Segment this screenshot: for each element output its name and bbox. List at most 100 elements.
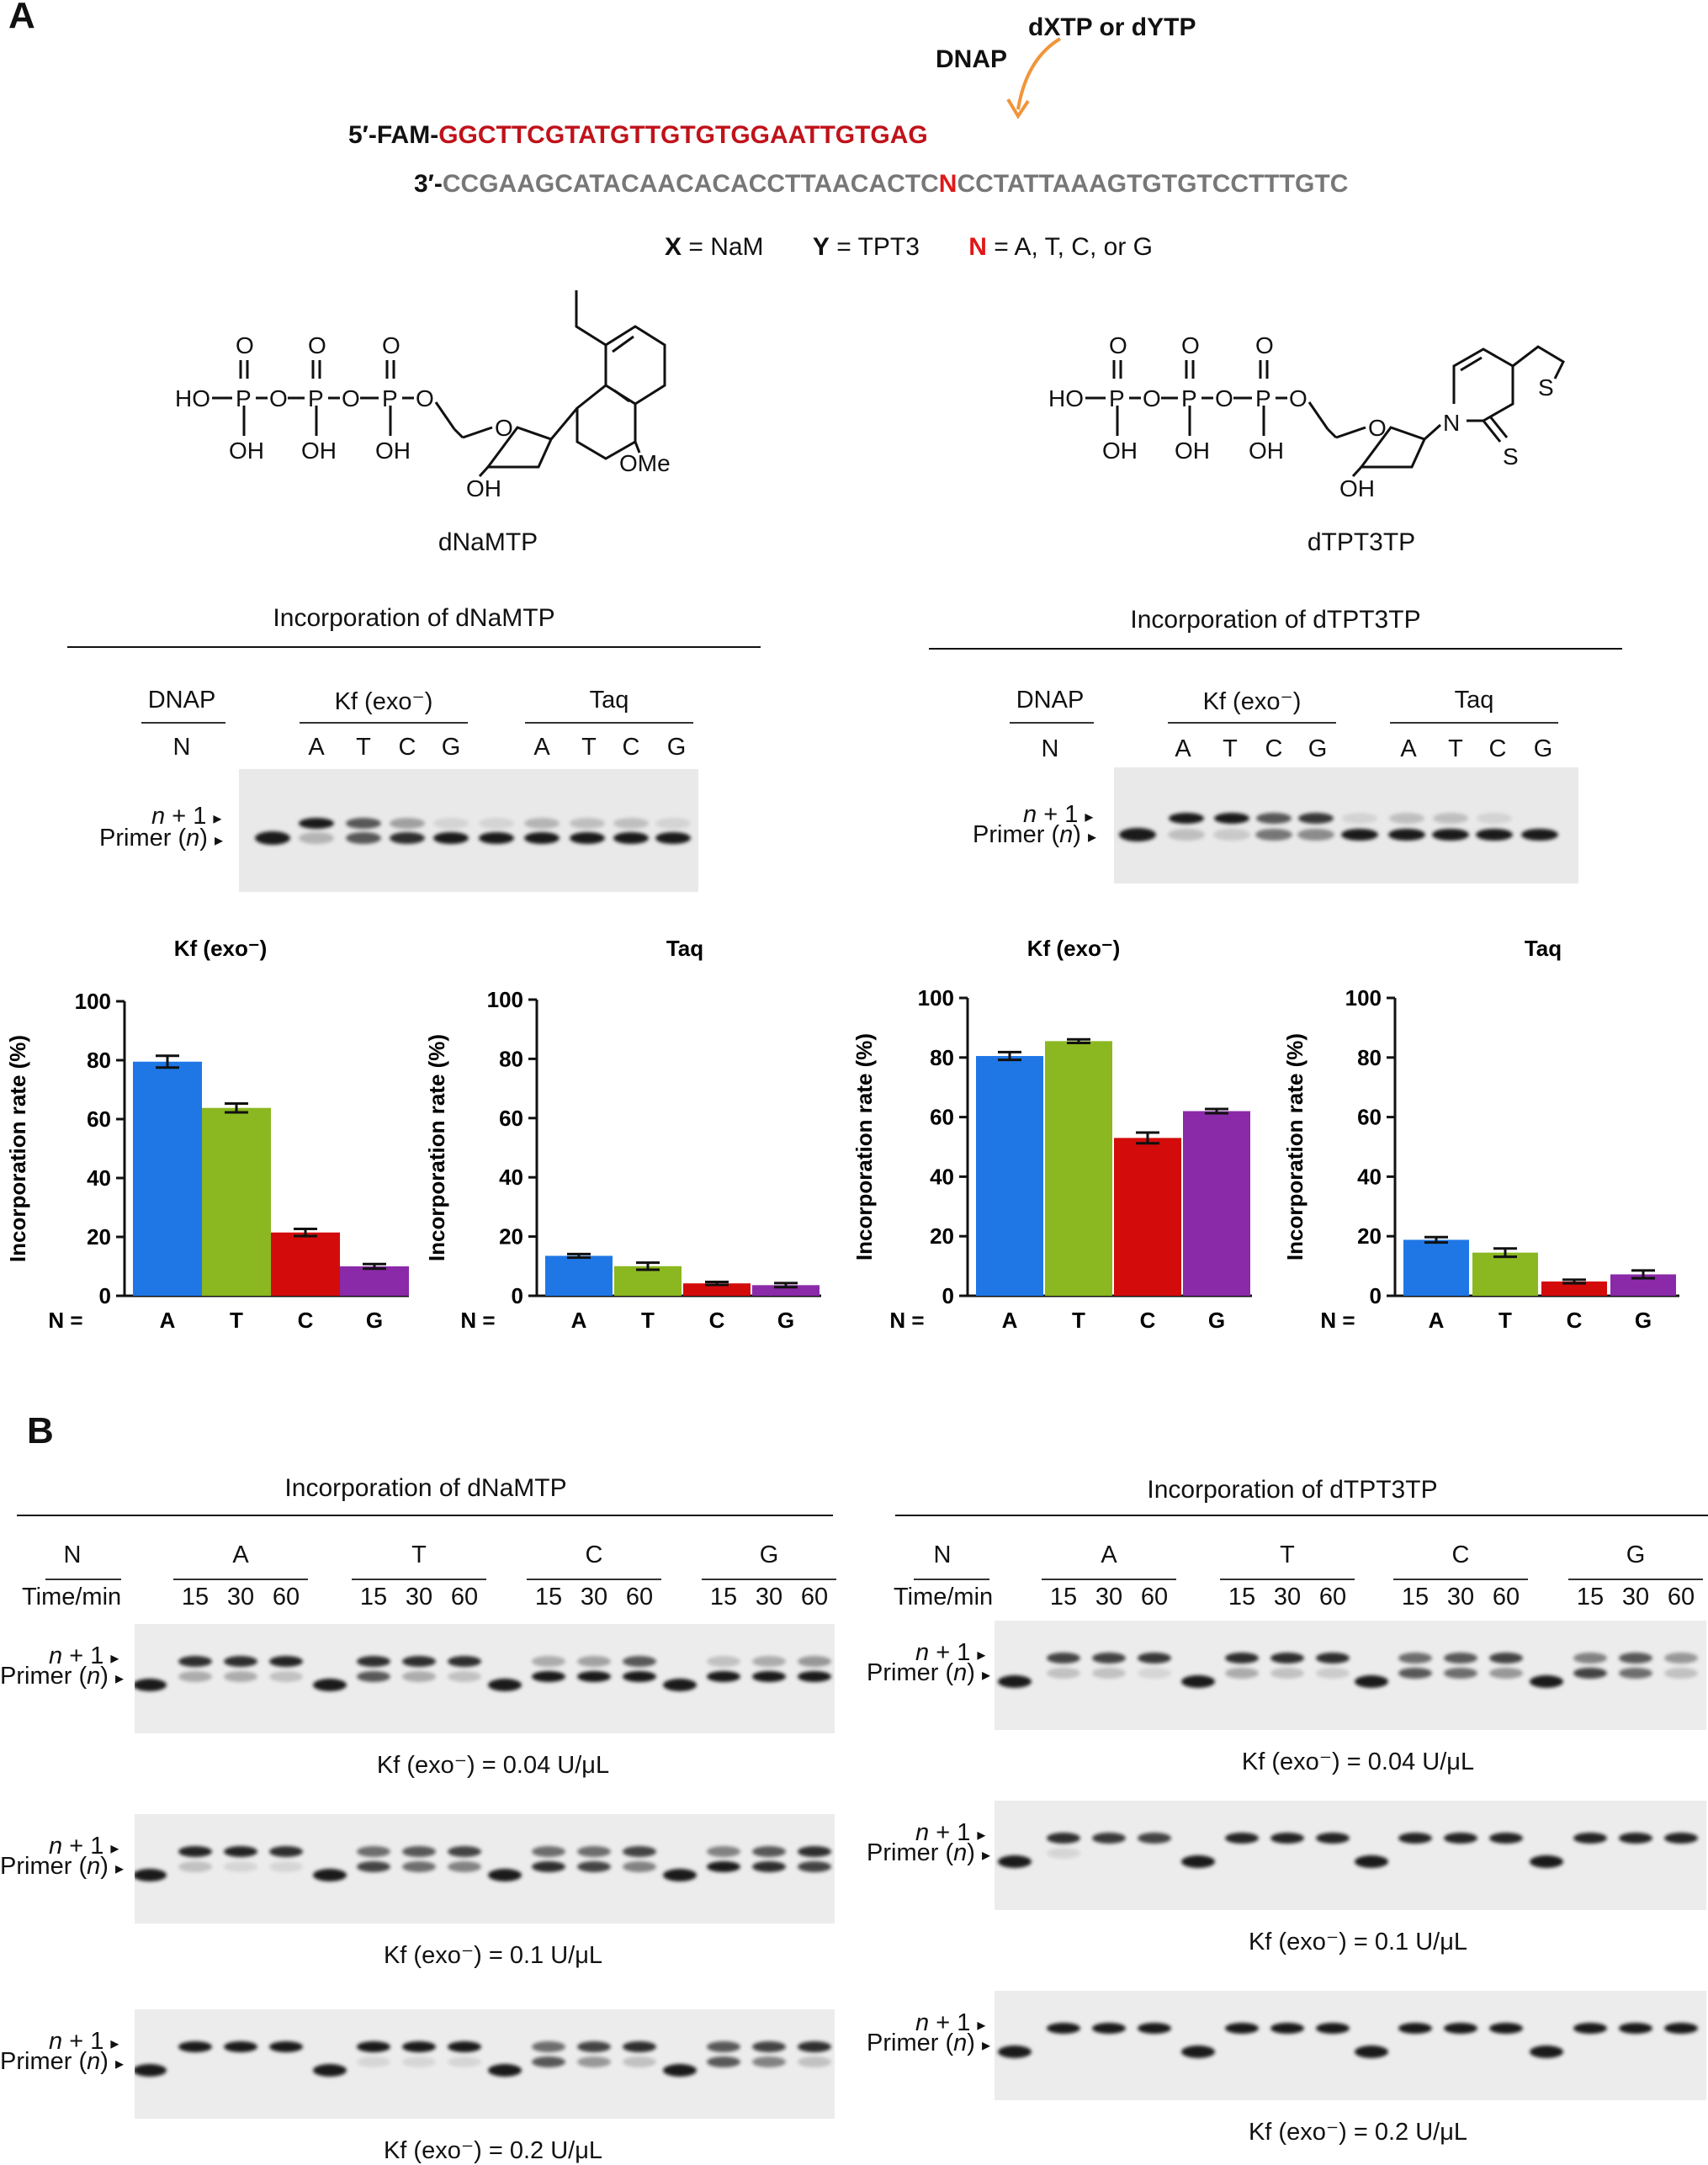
b-gel-label: Kf (exo⁻) = 0.2 U/μL [1248,2119,1468,2146]
band-n-plus-1 [532,2040,565,2052]
band-primer [570,832,605,844]
b-gel-image [135,2009,835,2119]
bar-T [1472,1252,1538,1296]
y-tick-label: 100 [487,987,523,1012]
x-tick-label: A [160,1308,176,1333]
bar-T [1045,1041,1112,1296]
band-primer [313,1678,347,1691]
band-n-plus-1 [1342,812,1377,824]
band-n-plus-1 [178,1845,212,1857]
y-tick-label: 60 [930,1105,954,1130]
b-primer-label: Primer (n) ▸ [0,1853,125,1880]
band-primer [752,1670,786,1682]
svg-text:O: O [308,332,326,358]
svg-text:OH: OH [375,438,411,464]
svg-text:S: S [1538,374,1554,401]
compound-right-label: dTPT3TP [1307,528,1416,556]
gel-left-lane-kf-c: C [398,734,416,761]
template-prefix: 3′- [414,170,443,198]
band-n-plus-1 [532,1655,565,1667]
gel-right-lane-kf-t: T [1223,735,1238,762]
band-primer [577,2056,611,2067]
template-seq-a: CCGAAGCATACAACACACCTTAACACTC [442,170,939,198]
b-np1-label: n + 1 ▸ [49,1642,119,1669]
gel-left-np1-label: n + 1 ▸ [151,803,222,830]
arrow-icon [1006,37,1062,119]
band-primer [402,1860,436,1872]
band-primer [448,1860,481,1872]
band-primer [135,1678,167,1691]
panel-a-label: A [8,0,35,36]
band-primer [1138,1667,1171,1679]
bar-G [752,1285,820,1296]
band-primer [269,1670,303,1682]
b-group-rule [1042,1579,1176,1580]
y-tick-label: 20 [1357,1223,1382,1249]
band-primer [798,1670,831,1682]
band-n-plus-1 [1619,1652,1652,1664]
y-tick-label: 40 [87,1165,111,1191]
x-prefix-label: N = [460,1308,495,1333]
band-primer [178,1670,212,1682]
band-n-plus-1 [623,1845,656,1857]
legend-x-key: X [665,233,682,261]
b-primer-label: Primer (n) ▸ [867,1659,991,1686]
band-n-plus-1 [224,2040,257,2052]
gel-right-np1-label: n + 1 ▸ [1023,801,1094,828]
band-primer [313,2063,347,2077]
primer-sequence: 5′-FAM-GGCTTCGTATGTTGTGTGGAATTGTGAG [348,121,928,150]
b-left-title: Incorporation of dNaMTP [284,1474,567,1502]
x-tick-label: G [777,1308,794,1333]
gel-left-lane-kf-a: A [308,734,325,761]
band-primer [1355,1674,1388,1688]
b-time-60: 60 [1318,1584,1347,1610]
gel-right-image [1114,767,1578,884]
band-n-plus-1 [623,2040,656,2052]
band-primer [299,832,334,844]
x-tick-label: T [641,1308,655,1333]
y-tick-label: 40 [499,1165,523,1190]
band-n-plus-1 [1619,1832,1652,1844]
band-primer [1255,829,1292,841]
gel-right-lane-kf-c: C [1265,735,1283,762]
x-tick-label: A [1429,1308,1445,1333]
band-primer [532,2056,565,2067]
gel-right-dnap: DNAP [1016,687,1085,714]
b-group-rule [702,1579,836,1580]
gel-left-lane-taq-a: A [533,734,550,761]
band-n-plus-1 [1092,1832,1126,1844]
band-n-plus-1 [479,817,514,829]
band-n-plus-1 [390,817,425,829]
gel-right-n-col: N [1041,735,1059,762]
band-primer [623,1670,656,1682]
band-n-plus-1 [1389,812,1424,824]
band-n-plus-1 [524,817,560,829]
gel-left-primer-label: Primer (n) ▸ [99,825,224,852]
band-primer [1489,1667,1523,1679]
legend-y-val: = TPT3 [829,233,920,261]
band-n-plus-1 [1489,1652,1523,1664]
svg-text:O: O [1215,385,1233,411]
gel-right-lane-kf-g: G [1308,735,1328,762]
x-tick-label: C [709,1308,725,1333]
b-time-15: 15 [709,1584,738,1610]
y-tick-label: 60 [1357,1105,1382,1130]
band-primer [663,1678,697,1691]
band-primer [313,1868,347,1881]
band-primer [488,1868,522,1881]
band-n-plus-1 [752,1655,786,1667]
b-time-15: 15 [1576,1584,1605,1610]
b-time-30: 30 [580,1584,608,1610]
band-primer [998,1855,1032,1868]
svg-text:OH: OH [1175,438,1210,464]
chart-3: Taq Incorporation rate (%) 0 20 40 60 80 100 N =… [1282,936,1679,1333]
gel-left-title: Incorporation of dNaMTP [273,604,555,632]
band-primer [1521,829,1558,841]
gel-left-kf: Kf (exo⁻) [334,688,433,715]
legend-n-key: N [968,233,987,261]
y-tick-label: 80 [499,1046,523,1071]
band-n-plus-1 [1444,1832,1477,1844]
svg-text:O: O [1143,385,1161,411]
svg-text:OMe: OMe [619,450,671,476]
primer-prefix: 5′-FAM- [348,121,439,149]
